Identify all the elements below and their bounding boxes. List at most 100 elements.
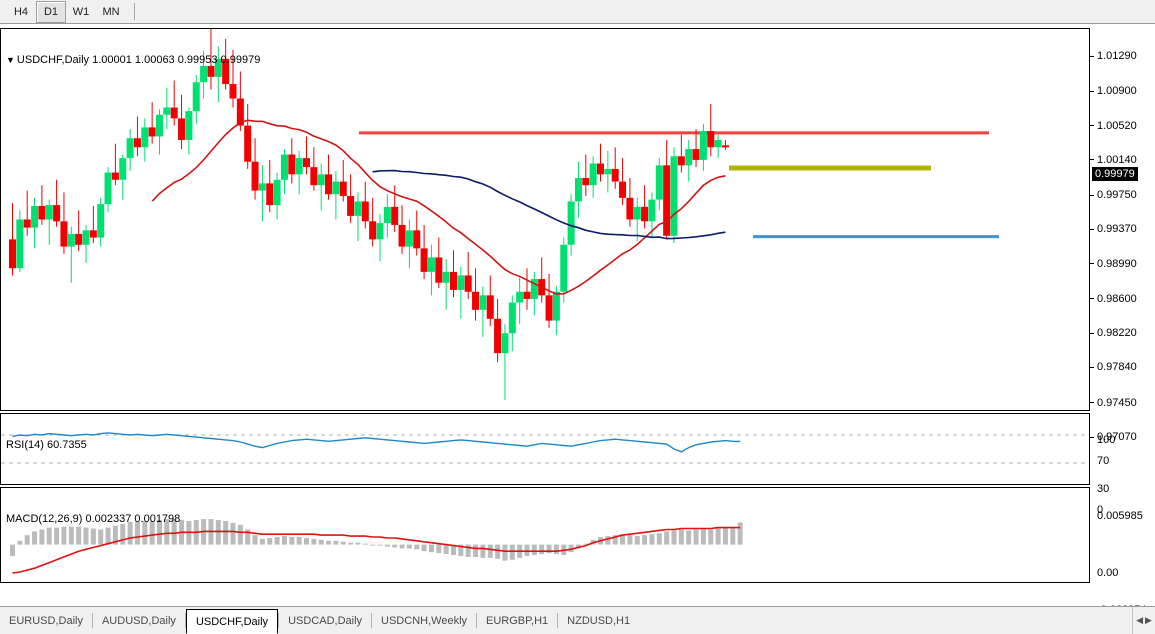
timeframe-button-w1[interactable]: W1 — [72, 5, 90, 18]
macd-histogram-bar — [686, 530, 692, 545]
candle-body — [648, 199, 656, 222]
candle-body — [354, 201, 362, 216]
macd-histogram-bar — [304, 537, 309, 545]
candle-body — [597, 163, 604, 175]
price-tick-label: 1.00520 — [1097, 119, 1137, 132]
candle-body — [501, 333, 509, 354]
macd-histogram-bar — [421, 544, 427, 552]
rsi-indicator-pane[interactable] — [0, 413, 1090, 485]
candle-body — [420, 248, 428, 272]
macd-histogram-bar — [127, 521, 133, 545]
symbol-tab-eurusd-daily[interactable]: EURUSD,Daily — [9, 614, 83, 627]
macd-histogram-bar — [149, 520, 155, 545]
candle-body — [295, 158, 303, 175]
candle-body — [457, 275, 465, 290]
candle-body — [699, 131, 707, 160]
macd-histogram-bar — [553, 544, 559, 555]
price-chart-pane[interactable] — [0, 28, 1090, 411]
macd-histogram-bar — [531, 544, 537, 556]
symbol-tab-usdchf-daily[interactable]: USDCHF,Daily — [185, 609, 279, 634]
candle-body — [317, 174, 325, 186]
timeframe-button-h4[interactable]: H4 — [13, 5, 29, 18]
candle-body — [670, 156, 678, 236]
macd-histogram-bar — [10, 544, 15, 556]
price-tick: 0.99750 — [1090, 189, 1137, 201]
candle-body — [325, 174, 333, 195]
macd-histogram-bar — [656, 533, 662, 545]
macd-histogram-bar — [83, 527, 89, 545]
candle-body — [530, 279, 538, 299]
macd-histogram-bar — [568, 544, 574, 553]
macd-histogram-bar — [157, 520, 162, 545]
candle-body — [251, 161, 259, 191]
price-tick-label: 0.98600 — [1097, 292, 1137, 305]
symbol-tab-nzdusd-h1[interactable]: NZDUSD,H1 — [567, 614, 631, 627]
candle-body — [119, 158, 127, 180]
candle-body — [310, 167, 318, 186]
macd-histogram-bar — [237, 524, 243, 545]
macd-histogram-bar — [32, 531, 38, 545]
candle-body — [442, 271, 450, 283]
candle-body — [545, 295, 553, 321]
price-scale[interactable]: 1.01290 1.00900 1.00520 1.00140 0.99750 0.993… — [1090, 50, 1155, 443]
macd-histogram-bar — [715, 528, 721, 545]
candle-body — [200, 66, 208, 83]
timeframe-button-mn[interactable]: MN — [102, 5, 120, 18]
macd-histogram-bar — [76, 526, 82, 545]
collapse-caret-icon[interactable]: ▼ — [6, 55, 15, 65]
candle-body — [479, 295, 487, 310]
macd-histogram-bar — [406, 544, 412, 549]
candle-body — [464, 275, 472, 292]
rsi-tick: 0 — [1097, 504, 1104, 516]
macd-histogram-bar — [524, 544, 530, 556]
macd-histogram-bar — [318, 539, 324, 545]
price-tick: 0.98600 — [1090, 293, 1137, 305]
macd-histogram-bar — [399, 544, 405, 549]
macd-histogram-bar — [230, 522, 236, 545]
symbol-tab-eurgbp-h1[interactable]: EURGBP,H1 — [486, 614, 549, 627]
macd-plot[interactable] — [1, 488, 1089, 582]
macd-histogram-bar — [274, 537, 280, 545]
macd-histogram-bar — [17, 540, 23, 545]
timeframe-button-d1[interactable]: D1 — [36, 1, 66, 23]
macd-histogram-bar — [451, 544, 456, 556]
candle-body — [626, 197, 634, 220]
macd-indicator-pane[interactable] — [0, 487, 1090, 583]
symbol-tab-audusd-daily[interactable]: AUDUSD,Daily — [101, 614, 176, 627]
candle-body — [170, 107, 178, 119]
macd-histogram-bar — [252, 535, 258, 545]
tab-scroll-left-icon[interactable]: ◀ — [1136, 615, 1143, 625]
candle-body — [707, 131, 715, 148]
candle-body — [450, 271, 457, 290]
candle-body — [494, 318, 502, 354]
candle-body — [508, 302, 516, 334]
macd-histogram-bar — [377, 544, 383, 546]
macd-histogram-bar — [414, 544, 420, 550]
rsi-plot[interactable] — [1, 414, 1089, 484]
macd-histogram-bar — [164, 519, 170, 545]
price-plot[interactable] — [1, 29, 1089, 410]
symbol-tab-usdcnh-weekly[interactable]: USDCNH,Weekly — [381, 614, 468, 627]
price-tick: 0.97070 — [1090, 431, 1137, 443]
macd-histogram-bar — [473, 544, 479, 557]
macd-histogram-bar — [664, 531, 670, 545]
macd-histogram-bar — [340, 541, 346, 545]
tab-divider — [91, 613, 93, 628]
price-tick-label: 0.97450 — [1097, 396, 1137, 409]
tab-scroll-controls[interactable]: ◀ ▶ — [1132, 607, 1155, 634]
candle-body — [104, 172, 112, 205]
symbol-tab-usdcad-daily[interactable]: USDCAD,Daily — [288, 614, 363, 627]
macd-histogram-bar — [46, 527, 52, 545]
candle-body — [435, 257, 443, 283]
candle-body — [163, 107, 171, 115]
price-tick-label: 0.97840 — [1097, 361, 1137, 374]
candle-body — [53, 205, 61, 222]
macd-histogram-bar — [384, 544, 390, 547]
macd-signal-line — [12, 526, 741, 574]
macd-histogram-bar — [24, 535, 30, 545]
macd-histogram-bar — [495, 544, 501, 559]
tab-scroll-right-icon[interactable]: ▶ — [1145, 615, 1152, 625]
macd-histogram-bar — [487, 544, 493, 558]
price-tick: 0.97840 — [1090, 361, 1137, 374]
candle-body — [347, 196, 355, 216]
